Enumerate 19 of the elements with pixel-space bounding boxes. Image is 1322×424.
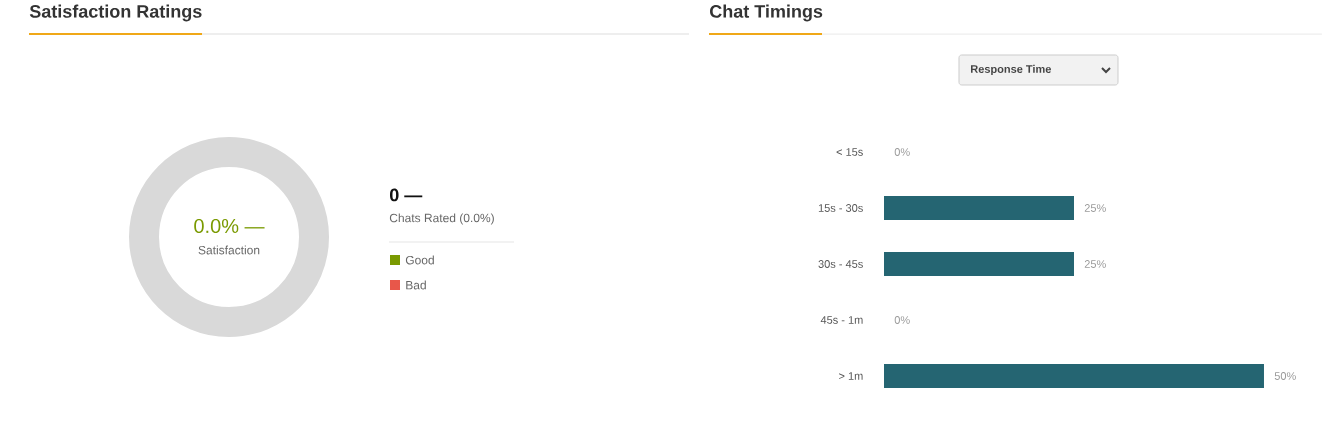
data-label: 0% xyxy=(894,316,910,324)
y-tick-label: 30s - 45s xyxy=(818,260,863,268)
y-tick-label: > 1m xyxy=(839,372,863,380)
y-tick-label: < 15s xyxy=(836,148,863,156)
text: 0 — xyxy=(389,188,423,202)
text: Satisfaction Ratings xyxy=(29,4,202,22)
y-tick-label: 45s - 1m xyxy=(820,316,863,324)
text: 0.0% — xyxy=(194,218,265,234)
data-label: 0% xyxy=(894,148,910,156)
text: Response Time xyxy=(971,64,1051,76)
text: Chats Rated (0.0%) xyxy=(389,213,494,225)
category-label: Good xyxy=(405,255,434,265)
data-label: 25% xyxy=(1084,260,1106,268)
text: Satisfaction xyxy=(198,245,260,255)
category-label: Bad xyxy=(406,280,426,290)
chart-title: Chat Timings xyxy=(710,4,823,22)
data-label: 25% xyxy=(1084,204,1106,212)
y-tick-label: 15s - 30s xyxy=(818,204,863,212)
data-label: 50% xyxy=(1274,372,1296,380)
